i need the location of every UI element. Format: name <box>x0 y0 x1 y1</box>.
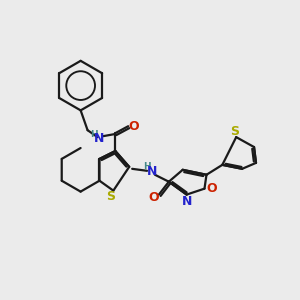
Text: H: H <box>143 162 151 171</box>
Text: S: S <box>106 190 115 203</box>
Text: O: O <box>206 182 217 195</box>
Text: S: S <box>230 125 239 138</box>
Text: O: O <box>149 191 159 204</box>
Text: H: H <box>90 130 97 139</box>
Text: N: N <box>147 165 157 178</box>
Text: N: N <box>94 132 105 145</box>
Text: N: N <box>182 195 192 208</box>
Text: O: O <box>129 120 140 133</box>
